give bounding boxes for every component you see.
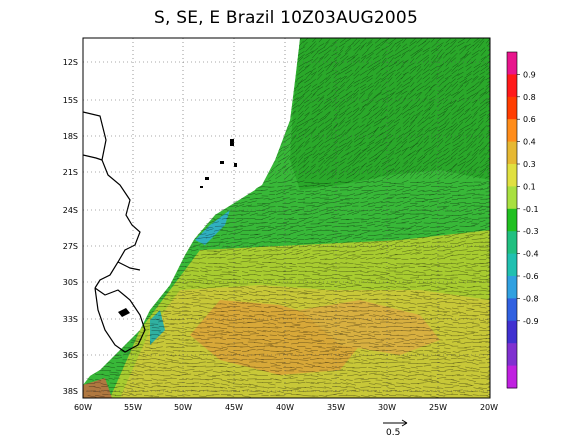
- colorbar-label: 0.8: [523, 93, 536, 102]
- land-mass: [83, 38, 300, 380]
- colorbar-label: -0.1: [523, 205, 539, 214]
- colorbar-swatch: [507, 186, 517, 210]
- colorbar-label: -0.4: [523, 250, 539, 259]
- lat-label: 15S: [63, 96, 78, 105]
- lat-label: 33S: [63, 315, 78, 324]
- lat-label: 21S: [63, 168, 78, 177]
- reference-vector-arrow: [383, 419, 408, 427]
- colorbar-label: -0.3: [523, 227, 539, 236]
- colorbar-swatch: [507, 96, 517, 120]
- colorbar-swatch: [507, 141, 517, 165]
- lon-label: 60W: [74, 403, 92, 412]
- lon-label: 55W: [124, 403, 142, 412]
- lon-label: 40W: [276, 403, 294, 412]
- lat-label: 38S: [63, 387, 78, 396]
- lake-features: [118, 139, 237, 317]
- reference-vector-label: 0.5: [386, 428, 401, 438]
- colorbar-label: -0.9: [523, 317, 539, 326]
- colorbar-swatch: [507, 74, 517, 98]
- lat-label: 12S: [63, 58, 78, 67]
- colorbar-swatch: [507, 164, 517, 187]
- colorbar-swatch: [507, 343, 517, 367]
- colorbar-label: 0.1: [523, 182, 536, 191]
- colorbar-swatch: [507, 320, 517, 344]
- colorbar: 0.9 0.8 0.6 0.4 0.3 0.1 -0.1 -0.3 -0.4 -0.6 -0.8 -0…: [506, 51, 539, 389]
- plot-frame: [82, 37, 491, 399]
- lon-label: 45W: [225, 403, 243, 412]
- colorbar-label: 0.3: [523, 160, 536, 169]
- colorbar-swatch: [507, 119, 517, 143]
- colorbar-swatch: [507, 253, 517, 277]
- colorbar-label: 0.9: [523, 70, 536, 79]
- lon-label: 50W: [174, 403, 192, 412]
- colorbar-swatch: [507, 231, 517, 255]
- lat-label: 36S: [63, 351, 78, 360]
- colorbar-label: 0.6: [523, 115, 536, 124]
- colorbar-label: -0.8: [523, 294, 539, 303]
- country-borders: [83, 111, 146, 353]
- lat-label: 18S: [63, 132, 78, 141]
- map-title: S, SE, E Brazil 10Z03AUG2005: [154, 8, 418, 28]
- colorbar-swatch: [507, 365, 517, 389]
- colorbar-swatch: [507, 276, 517, 299]
- colorbar-swatch: [507, 208, 517, 232]
- lat-label: 24S: [63, 206, 78, 215]
- lat-label: 30S: [63, 278, 78, 287]
- colorbar-swatch: [507, 52, 517, 75]
- longitude-labels: 60W 55W 50W 45W 40W 35W 30W 25W 20W: [74, 403, 498, 412]
- lat-label: 27S: [63, 242, 78, 251]
- colorbar-label: 0.4: [523, 138, 536, 147]
- graticule-grid: [82, 38, 490, 398]
- colorbar-label: -0.6: [523, 272, 539, 281]
- lon-label: 20W: [480, 403, 498, 412]
- lon-label: 25W: [429, 403, 447, 412]
- colorbar-swatch: [507, 298, 517, 322]
- lon-label: 35W: [327, 403, 345, 412]
- lon-label: 30W: [378, 403, 396, 412]
- latitude-labels: 12S 15S 18S 21S 24S 27S 30S 33S 36S 38S: [63, 58, 78, 396]
